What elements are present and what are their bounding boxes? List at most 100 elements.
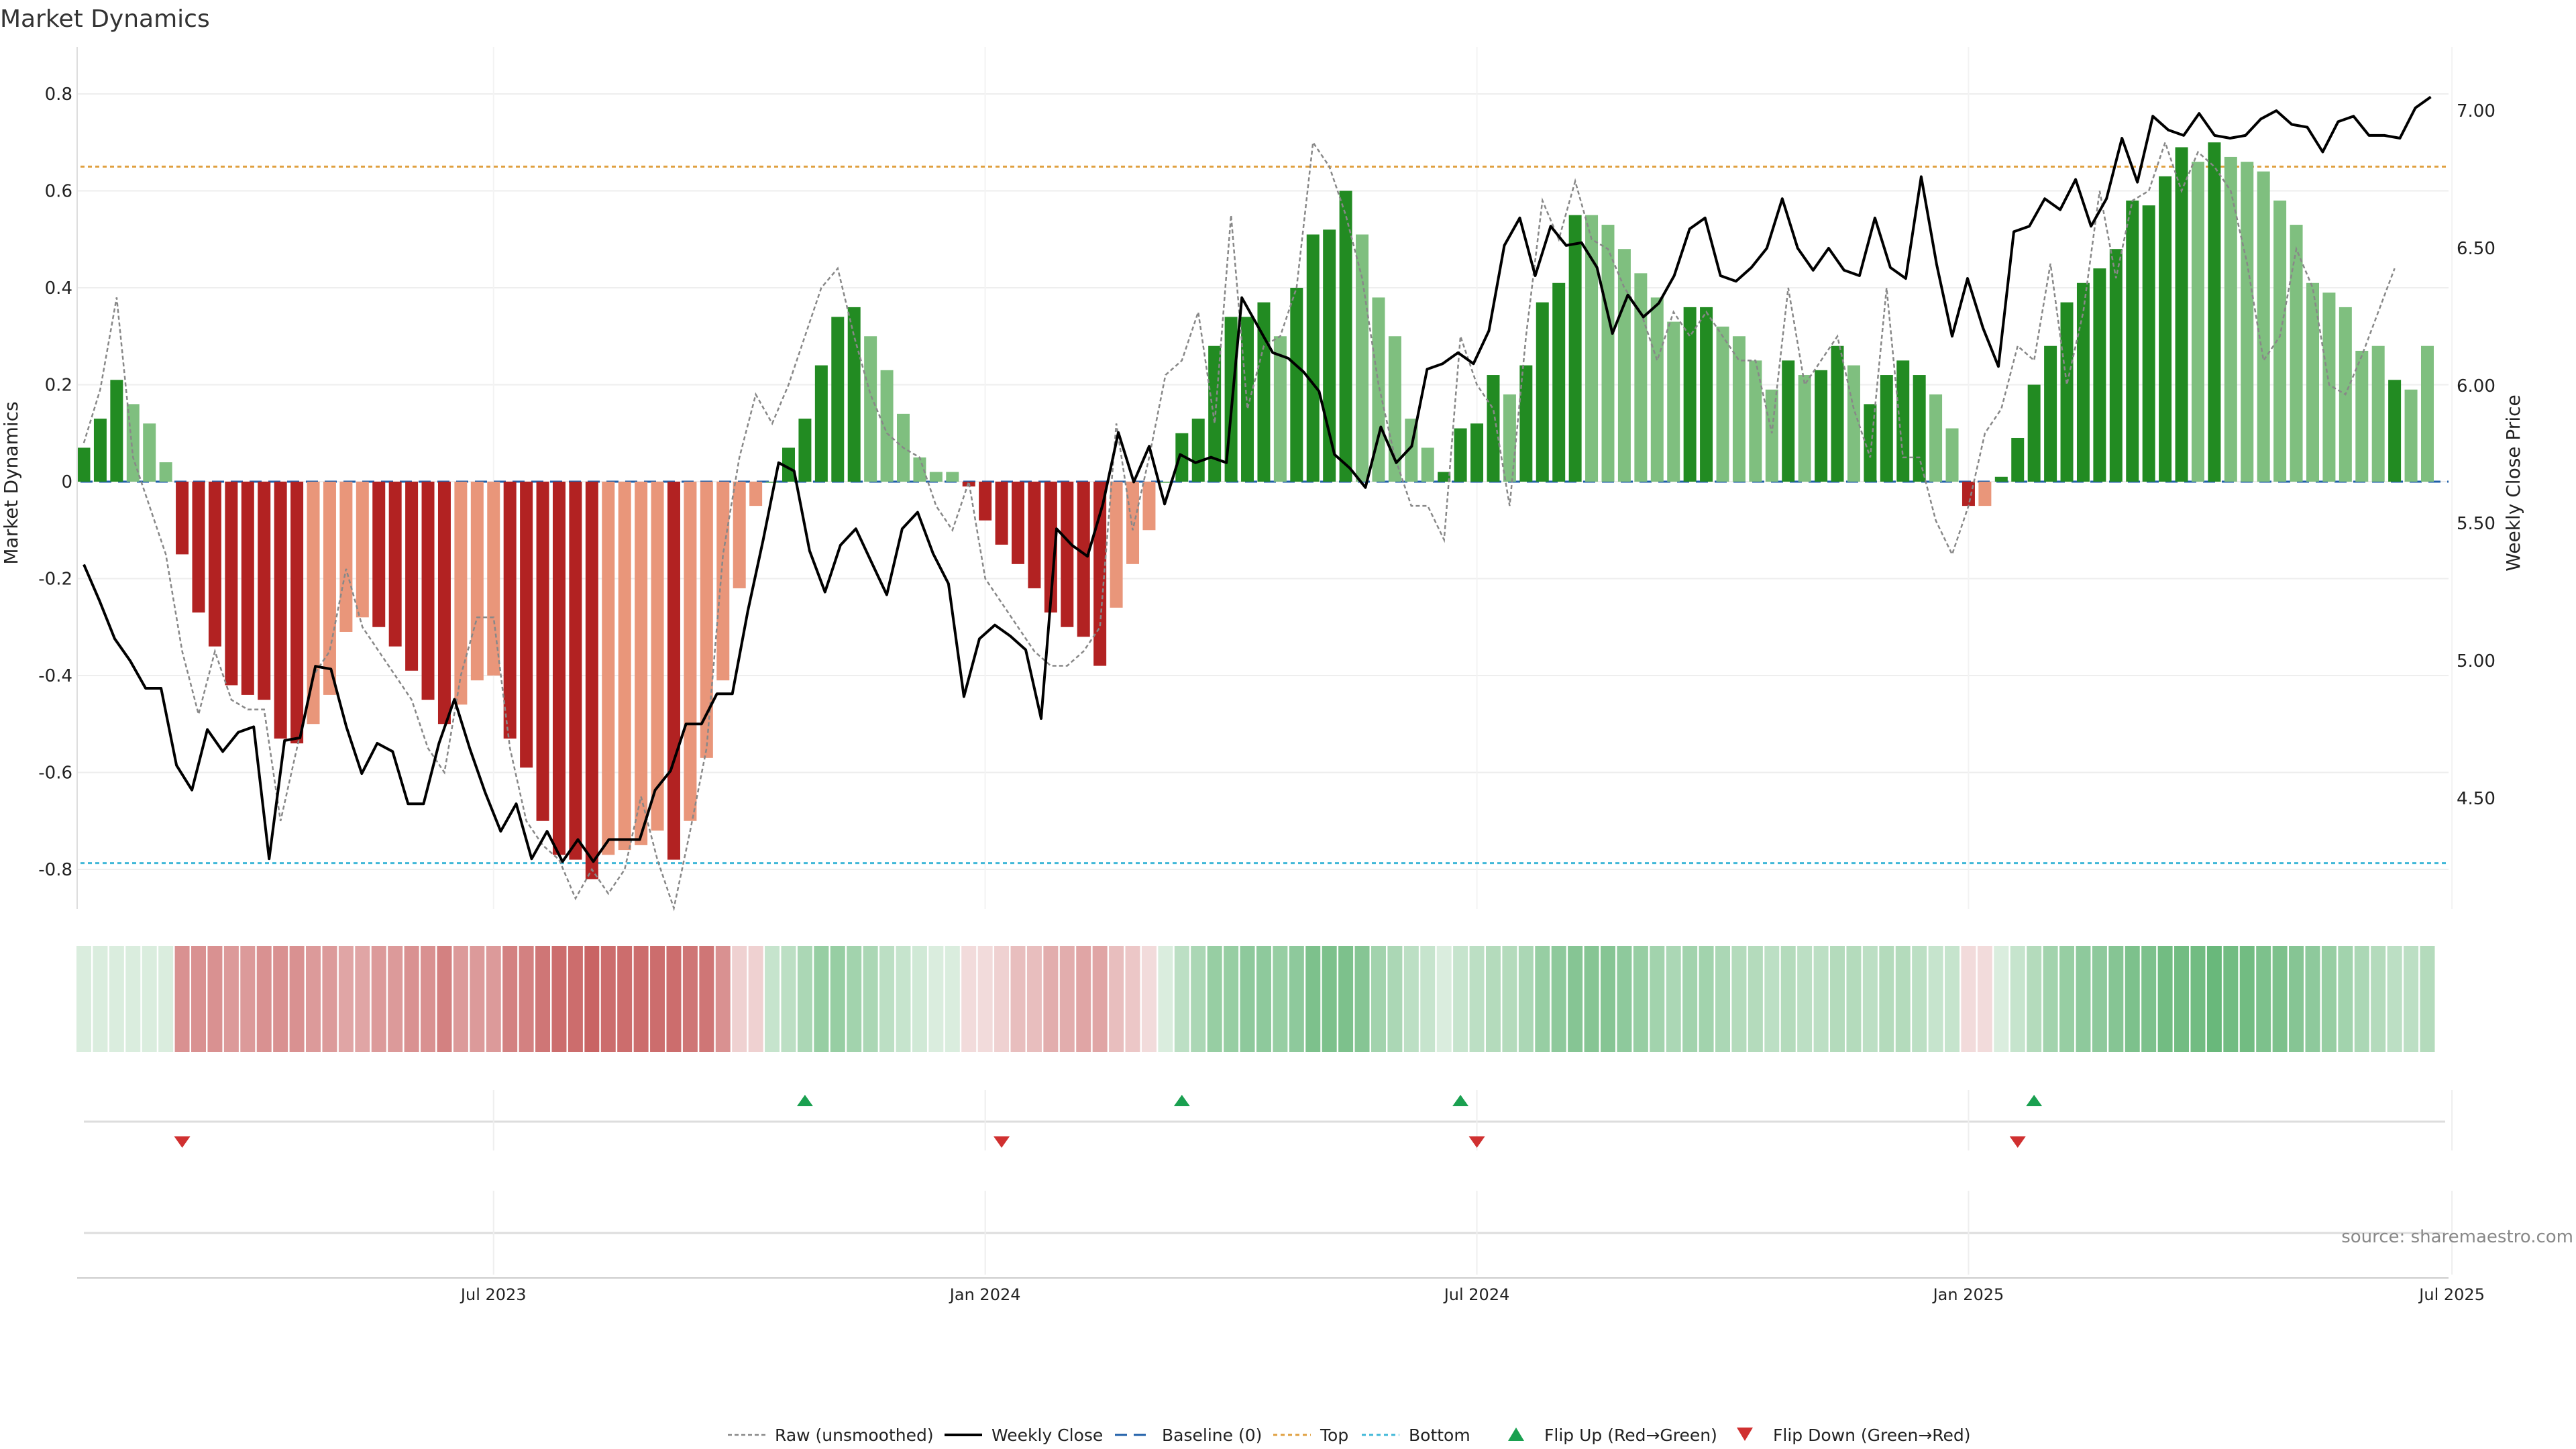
heat-cell: [1518, 946, 1534, 1052]
heat-cell: [1026, 946, 1042, 1052]
bar: [356, 482, 369, 618]
bar: [520, 482, 533, 768]
heat-cell: [1699, 946, 1714, 1052]
heat-cell: [1502, 946, 1517, 1052]
heat-cell: [1158, 946, 1173, 1052]
heat-cell: [2289, 946, 2304, 1052]
bar: [2044, 345, 2057, 482]
bar: [2322, 292, 2336, 482]
bar: [1798, 375, 1811, 482]
heat-cell: [2157, 946, 2173, 1052]
heat-cell: [568, 946, 583, 1052]
bar: [1601, 225, 1615, 482]
heat-cell: [1092, 946, 1108, 1052]
bottom-panel-gridlines: [492, 1191, 2453, 1275]
heat-cell: [847, 946, 862, 1052]
bar: [372, 482, 386, 627]
y-axis-ticks: 0.8 0.6 0.4 0.2 0 -0.2 -0.4 -0.6 -0.8: [38, 47, 78, 909]
heat-cell: [1797, 946, 1813, 1052]
bar: [1175, 433, 1189, 482]
heat-cell: [715, 946, 731, 1052]
heat-cell: [1371, 946, 1386, 1052]
bar: [241, 482, 254, 695]
bar: [880, 370, 894, 482]
bar: [1093, 482, 1107, 666]
heat-cell: [322, 946, 337, 1052]
bar: [1536, 302, 1549, 482]
bar: [1372, 297, 1385, 482]
main-panel: 0.8 0.6 0.4 0.2 0 -0.2 -0.4 -0.6 -0.8 7.00 6.50 6.…: [0, 47, 2524, 912]
bar: [1028, 482, 1041, 588]
heat-cell: [2043, 946, 2058, 1052]
heat-cell: [633, 946, 649, 1052]
heat-cell: [453, 946, 468, 1052]
heat-cell: [125, 946, 141, 1052]
bar: [192, 482, 205, 613]
bar: [77, 447, 91, 482]
y-tick-label: -0.6: [38, 763, 72, 784]
bar: [388, 482, 402, 647]
heat-cell: [879, 946, 895, 1052]
heat-cell: [421, 946, 436, 1052]
bar: [1683, 307, 1697, 482]
y-tick-label: 0.4: [45, 278, 72, 299]
bar: [208, 482, 221, 647]
legend-label: Bottom: [1409, 1426, 1470, 1445]
heat-cell: [1945, 946, 1960, 1052]
y-tick-label: -0.2: [38, 570, 72, 590]
heat-cell: [781, 946, 796, 1052]
heat-cell: [1682, 946, 1698, 1052]
heat-cell: [76, 946, 91, 1052]
heat-cell: [1731, 946, 1747, 1052]
legend: Raw (unsmoothed) Weekly Close Baseline (0)…: [728, 1426, 1971, 1445]
heat-cell: [109, 946, 124, 1052]
heat-cell: [1436, 946, 1452, 1052]
heat-cell: [289, 946, 305, 1052]
y2-axis-label: Weekly Close Price: [2502, 394, 2524, 571]
bar: [323, 482, 336, 695]
bar: [765, 482, 779, 483]
bar: [1519, 365, 1533, 482]
heat-cell: [682, 946, 698, 1052]
bar: [503, 482, 517, 739]
bar: [1929, 394, 1943, 482]
bar: [225, 482, 238, 686]
heat-cell: [2420, 946, 2435, 1052]
bar: [2208, 142, 2221, 482]
bar: [2060, 302, 2074, 482]
y2-tick-label: 6.00: [2457, 376, 2496, 396]
heat-cell: [1617, 946, 1632, 1052]
heat-cell: [223, 946, 239, 1052]
bar: [2076, 282, 2090, 482]
heat-cell: [1125, 946, 1140, 1052]
bar: [946, 472, 959, 482]
x-tick-label: Jul 2024: [1443, 1285, 1510, 1304]
chart-title: Market Dynamics: [0, 5, 210, 33]
bar: [2142, 205, 2155, 482]
y-tick-label: -0.8: [38, 860, 72, 880]
heat-cell: [470, 946, 485, 1052]
bar: [2371, 345, 2385, 482]
heat-cell: [600, 946, 616, 1052]
heat-cell: [1403, 946, 1419, 1052]
bar: [1815, 370, 1828, 482]
heat-cell: [1551, 946, 1566, 1052]
heat-cell: [2338, 946, 2353, 1052]
heat-cell: [1338, 946, 1354, 1052]
bar: [1913, 375, 1926, 482]
bar: [1978, 482, 1992, 506]
heat-cell: [1256, 946, 1271, 1052]
x-tick-label: Jan 2025: [1932, 1285, 2004, 1304]
heat-cell: [535, 946, 551, 1052]
heat-cell: [93, 946, 108, 1052]
bar: [1126, 482, 1140, 564]
heat-cell: [961, 946, 977, 1052]
heat-cell: [732, 946, 747, 1052]
bar: [1061, 482, 1074, 627]
bar: [635, 482, 648, 845]
heat-cell: [2108, 946, 2124, 1052]
bar: [1552, 282, 1566, 482]
y2-tick-label: 4.50: [2457, 789, 2496, 809]
bar: [1110, 482, 1123, 608]
